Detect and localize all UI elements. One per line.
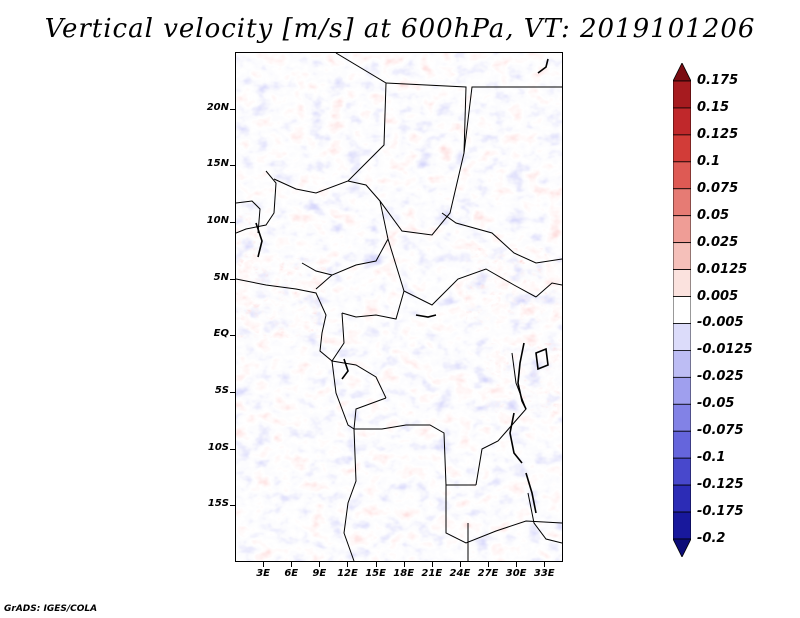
colorbar-swatch <box>673 242 691 270</box>
colorbar-label: 0.05 <box>697 207 730 223</box>
colorbar-swatch <box>673 296 691 324</box>
colorbar-swatch <box>673 511 691 540</box>
latitude-tick <box>230 108 235 110</box>
longitude-label: 30E <box>505 568 527 579</box>
colorbar-label: 0.025 <box>697 234 739 250</box>
longitude-label: 21E <box>421 568 443 579</box>
colorbar-swatch <box>673 215 691 244</box>
colorbar-label: -0.125 <box>697 477 744 493</box>
colorbar-label: 0.075 <box>697 180 739 196</box>
colorbar-swatch <box>673 107 691 136</box>
latitude-label: 15S <box>207 498 229 510</box>
latitude-label: 15N <box>206 158 229 170</box>
latitude-tick <box>230 278 235 280</box>
longitude-label: 27E <box>477 568 499 579</box>
grads-credit: GrADS: IGES/COLA <box>4 604 98 614</box>
latitude-label: 20N <box>206 101 229 113</box>
longitude-tick <box>488 562 490 567</box>
colorbar-swatch <box>673 350 691 378</box>
colorbar-swatch <box>673 269 691 297</box>
latitude-label: 5N <box>213 271 229 283</box>
longitude-label: 6E <box>284 568 299 579</box>
latitude-tick <box>230 165 235 167</box>
colorbar-label: 0.0125 <box>697 261 748 277</box>
latitude-tick <box>230 222 235 223</box>
colorbar-swatch <box>673 376 691 405</box>
longitude-label: 12E <box>337 568 358 579</box>
colorbar-label: 0.175 <box>697 73 739 88</box>
colorbar-label: 0.15 <box>697 99 730 115</box>
latitude-tick <box>230 335 235 337</box>
longitude-label: 3E <box>256 568 270 579</box>
colorbar-swatch <box>673 63 691 82</box>
longitude-tick <box>375 562 377 567</box>
longitude-label: 15E <box>365 568 386 579</box>
colorbar-swatch <box>673 80 691 109</box>
longitude-tick <box>544 562 546 567</box>
colorbar-swatch <box>673 188 691 217</box>
colorbar <box>673 63 691 557</box>
latitude-label: 10N <box>206 215 229 226</box>
longitude-tick <box>319 562 321 567</box>
longitude-label: 24E <box>449 568 471 579</box>
longitude-tick <box>403 562 405 567</box>
colorbar-label: -0.025 <box>697 369 744 385</box>
colorbar-swatch <box>673 538 691 557</box>
latitude-label: EQ <box>213 328 229 340</box>
colorbar-label: -0.2 <box>697 531 726 546</box>
longitude-tick <box>459 562 461 567</box>
longitude-label: 9E <box>312 568 327 579</box>
longitude-tick <box>291 562 293 567</box>
longitude-label: 18E <box>393 568 415 579</box>
colorbar-swatch <box>673 323 691 351</box>
colorbar-label: -0.005 <box>697 315 744 331</box>
colorbar-label: 0.125 <box>697 126 739 142</box>
colorbar-swatch <box>673 134 691 163</box>
lakes <box>255 58 549 514</box>
latitude-tick <box>230 448 235 450</box>
colorbar-label: -0.175 <box>697 504 744 520</box>
velocity-field-map <box>236 53 562 561</box>
latitude-tick <box>230 505 235 507</box>
map-title: Vertical velocity [m/s] at 600hPa, VT: 2… <box>44 14 756 44</box>
longitude-tick <box>431 562 433 567</box>
latitude-label: 10S <box>207 441 229 453</box>
strong-updraft-patches <box>236 213 562 413</box>
colorbar-label: -0.0125 <box>697 342 753 358</box>
latitude-label: 5S <box>214 385 229 396</box>
colorbar-label: -0.05 <box>697 396 735 412</box>
longitude-tick <box>516 562 518 567</box>
colorbar-label: -0.075 <box>697 423 744 439</box>
colorbar-swatch <box>673 403 691 432</box>
colorbar-swatch <box>673 430 691 459</box>
map-plot-area <box>235 52 563 562</box>
colorbar-label: 0.1 <box>697 153 721 169</box>
colorbar-label: 0.005 <box>697 288 739 304</box>
colorbar-label: -0.1 <box>697 450 726 466</box>
longitude-tick <box>347 562 349 567</box>
longitude-label: 33E <box>533 568 555 579</box>
latitude-tick <box>230 392 235 393</box>
colorbar-swatch <box>673 161 691 190</box>
colorbar-swatch <box>673 484 691 513</box>
colorbar-swatch <box>673 457 691 486</box>
longitude-tick <box>263 562 265 567</box>
